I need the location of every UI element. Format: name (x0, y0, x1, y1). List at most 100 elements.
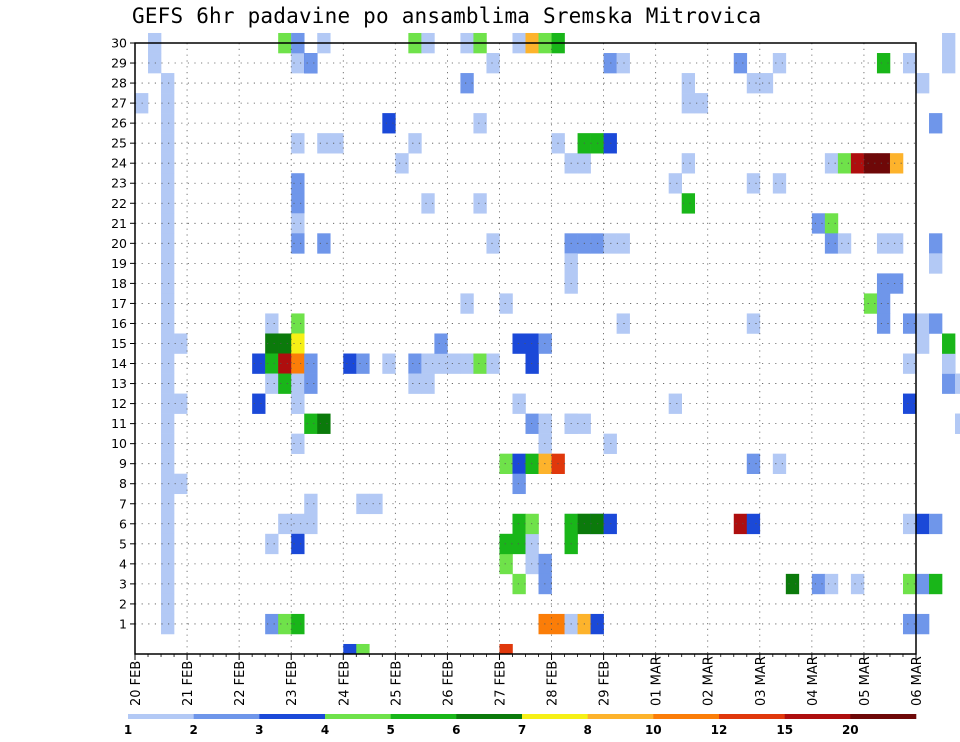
heatmap-cell (512, 333, 526, 354)
x-tick-label: 27 FEB (494, 661, 509, 706)
heatmap-cell (863, 153, 878, 174)
y-tick-label: 11 (111, 416, 127, 431)
grid-layer (135, 42, 916, 654)
y-tick-label: 13 (111, 376, 127, 391)
heatmap-cell (291, 173, 305, 194)
heatmap-cell (772, 53, 787, 74)
colorbar-label: 3 (255, 723, 263, 737)
y-tick-label: 14 (111, 356, 127, 371)
heatmap-cell (889, 273, 904, 294)
y-axis: 1234567891011121314151617181920212223242… (111, 36, 135, 631)
colorbar-swatch (522, 714, 588, 719)
heatmap-cell (291, 313, 305, 334)
colorbar-swatch (456, 714, 523, 719)
y-tick-label: 28 (111, 76, 127, 91)
heatmap-cell (916, 513, 930, 535)
heatmap-cell (304, 373, 318, 394)
heatmap-cell (916, 613, 930, 635)
heatmap-cell (889, 153, 904, 174)
heatmap-cell (161, 613, 175, 635)
heatmap-cell (161, 593, 175, 615)
heatmap-cell (161, 393, 175, 414)
heatmap-cell (512, 513, 526, 535)
heatmap-cell (824, 213, 839, 234)
x-tick-label: 04 MAR (806, 656, 821, 706)
heatmap-cell (291, 433, 305, 454)
heatmap-cell (447, 353, 461, 374)
heatmap-cell (252, 393, 266, 414)
y-tick-label: 17 (111, 296, 127, 311)
colorbar-swatch (193, 714, 260, 719)
heatmap-cell (291, 53, 305, 74)
chart-title: GEFS 6hr padavine po ansamblima Sremska … (132, 4, 762, 28)
heatmap-cell (291, 393, 305, 414)
heatmap-cell (291, 213, 305, 234)
heatmap-cell (161, 73, 175, 94)
heatmap-cell (616, 53, 630, 74)
colorbar-label: 12 (711, 723, 728, 737)
heatmap-cell (876, 53, 891, 74)
heatmap-cell (265, 353, 279, 374)
heatmap-cell (304, 413, 318, 434)
heatmap-cell (824, 153, 839, 174)
heatmap-cell (421, 353, 435, 374)
colorbar-swatch (128, 714, 194, 719)
heatmap-cell (942, 32, 956, 54)
colorbar-label: 4 (321, 723, 329, 737)
heatmap-cell (291, 373, 305, 394)
y-tick-label: 12 (111, 396, 127, 411)
y-tick-label: 10 (111, 436, 127, 451)
heatmap-cell (252, 353, 266, 374)
colorbar-swatch (850, 714, 917, 719)
heatmap-cell (733, 513, 748, 535)
heatmap-cell (330, 133, 344, 154)
y-tick-label: 27 (111, 96, 127, 111)
colorbar-label: 15 (776, 723, 793, 737)
heatmap-cell (746, 73, 761, 94)
heatmap-cell (772, 453, 787, 474)
heatmap-cell (265, 373, 279, 394)
heatmap-cell (304, 353, 318, 374)
heatmap-cell (161, 573, 175, 595)
heatmap-cell (291, 193, 305, 214)
heatmap-cell (746, 173, 761, 194)
heatmap-cell (278, 373, 292, 394)
heatmap-cell (929, 573, 943, 595)
heatmap-cell (174, 393, 188, 414)
heatmap-cell (265, 313, 279, 334)
heatmap-cell (291, 533, 305, 555)
heatmap-cell (304, 493, 318, 515)
heatmap-cell (902, 393, 917, 414)
heatmap-cell (356, 493, 370, 515)
heatmap-cell (785, 573, 800, 595)
heatmap-cell (161, 433, 175, 454)
colorbar-swatch (587, 714, 654, 719)
heatmap-cell (148, 53, 162, 74)
heatmap-cell (876, 233, 891, 254)
heatmap-cell (161, 293, 175, 314)
heatmap-cell (916, 313, 930, 334)
heatmap-cell (473, 193, 487, 214)
heatmap-cell (161, 93, 175, 114)
heatmap-cell (291, 233, 305, 254)
heatmap-cell (265, 533, 279, 555)
cells-layer (135, 32, 960, 654)
colorbar-label: 20 (842, 723, 859, 737)
heatmap-cell (434, 353, 448, 374)
x-tick-label: 01 MAR (650, 656, 665, 706)
heatmap-cell (421, 373, 435, 394)
y-tick-label: 22 (111, 196, 127, 211)
heatmap-cell (161, 453, 175, 474)
heatmap-cell (955, 413, 960, 434)
colorbar-label: 10 (645, 723, 662, 737)
heatmap-cell (291, 353, 305, 374)
heatmap-cell (161, 513, 175, 535)
y-tick-label: 3 (119, 576, 127, 591)
heatmap-cell (278, 353, 292, 374)
heatmap-cell (668, 173, 682, 194)
heatmap-cell (161, 273, 175, 294)
heatmap-cell (668, 393, 682, 414)
x-tick-label: 21 FEB (181, 661, 196, 706)
heatmap-cell (408, 353, 422, 374)
